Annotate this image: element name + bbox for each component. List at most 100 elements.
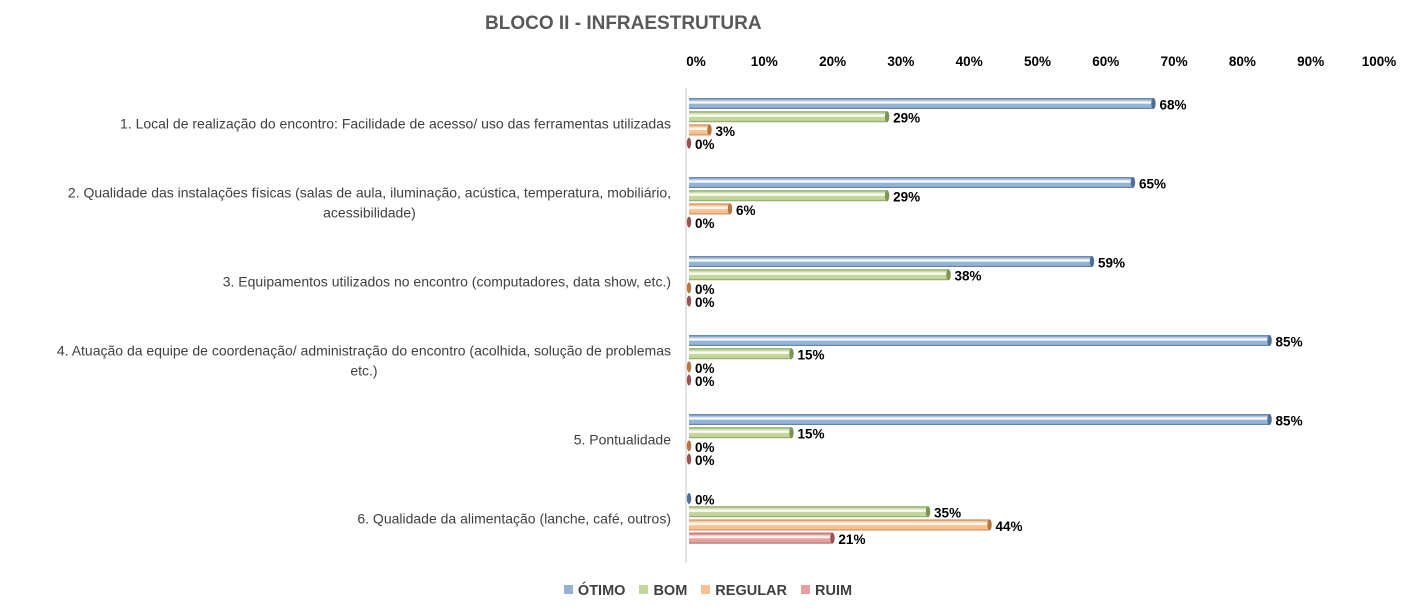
bar-ruim bbox=[689, 532, 833, 544]
data-label: 44% bbox=[996, 519, 1023, 534]
legend-label: ÓTIMO bbox=[577, 583, 626, 599]
category-label: 3. Equipamentos utilizados no encontro (… bbox=[223, 273, 671, 289]
data-label: 15% bbox=[797, 348, 824, 363]
x-tick-label: 60% bbox=[1092, 54, 1119, 69]
category-label: etc.) bbox=[350, 362, 377, 378]
data-label: 85% bbox=[1276, 414, 1303, 429]
legend-swatch bbox=[639, 585, 649, 594]
bar-end-cap bbox=[686, 216, 692, 228]
bar-end-cap bbox=[1130, 177, 1136, 188]
data-label: 0% bbox=[695, 493, 715, 508]
data-label: 65% bbox=[1139, 177, 1166, 192]
data-label: 21% bbox=[838, 532, 865, 547]
legend-label: BOM bbox=[653, 583, 688, 599]
data-label: 0% bbox=[695, 361, 715, 376]
data-label: 0% bbox=[695, 295, 715, 310]
bar-otimo bbox=[689, 177, 1133, 188]
x-tick-label: 20% bbox=[819, 54, 846, 69]
bar-end-cap bbox=[686, 361, 692, 373]
bar-end-cap bbox=[946, 269, 951, 281]
bar-regular bbox=[689, 519, 990, 531]
bar-bom bbox=[689, 506, 929, 518]
bar-end-cap bbox=[1089, 256, 1095, 267]
data-label: 68% bbox=[1159, 98, 1186, 113]
bar-end-cap bbox=[884, 111, 890, 123]
bar-bom bbox=[689, 190, 888, 202]
data-label: 38% bbox=[955, 269, 982, 284]
category-label: acessibilidade) bbox=[323, 204, 416, 220]
legend-item: RUIM bbox=[801, 583, 852, 599]
bar-end-cap bbox=[1267, 335, 1272, 346]
data-label: 29% bbox=[893, 111, 920, 126]
bar-regular bbox=[689, 124, 710, 136]
legend-item: ÓTIMO bbox=[563, 583, 626, 599]
category-label: 2. Qualidade das instalações físicas (sa… bbox=[68, 184, 671, 200]
bar-bom bbox=[689, 427, 792, 439]
data-label: 0% bbox=[695, 453, 715, 468]
category-labels: 1. Local de realização do encontro: Faci… bbox=[57, 115, 671, 526]
category-label: 4. Atuação da equipe de coordenação/ adm… bbox=[57, 342, 671, 358]
data-label: 29% bbox=[893, 190, 920, 205]
bar-bom bbox=[689, 111, 888, 123]
data-label: 0% bbox=[695, 216, 715, 231]
bar-end-cap bbox=[686, 282, 692, 294]
data-label: 35% bbox=[934, 506, 961, 521]
bar-end-cap bbox=[1267, 414, 1272, 425]
x-tick-label: 90% bbox=[1297, 54, 1324, 69]
bars bbox=[686, 98, 1272, 544]
bar-otimo bbox=[689, 98, 1154, 109]
data-label: 85% bbox=[1276, 335, 1303, 350]
x-tick-label: 100% bbox=[1362, 54, 1397, 69]
data-label: 0% bbox=[695, 440, 715, 455]
data-labels: 68%29%3%0%65%29%6%0%59%38%0%0%85%15%0%0%… bbox=[695, 98, 1303, 548]
category-label: 1. Local de realização do encontro: Faci… bbox=[120, 115, 671, 131]
bar-regular bbox=[689, 203, 730, 215]
bar-end-cap bbox=[830, 532, 835, 544]
bar-end-cap bbox=[1151, 98, 1156, 109]
category-label: 5. Pontualidade bbox=[574, 431, 672, 447]
bar-end-cap bbox=[925, 506, 931, 518]
bar-end-cap bbox=[686, 137, 692, 149]
data-label: 0% bbox=[695, 282, 715, 297]
bar-end-cap bbox=[884, 190, 890, 202]
bar-end-cap bbox=[987, 519, 992, 531]
bar-end-cap bbox=[686, 493, 692, 504]
legend-swatch bbox=[801, 585, 810, 594]
data-label: 15% bbox=[797, 427, 824, 442]
bar-bom bbox=[689, 269, 949, 281]
bar-end-cap bbox=[686, 440, 692, 452]
bar-end-cap bbox=[789, 427, 794, 439]
bar-end-cap bbox=[686, 374, 692, 386]
bar-otimo bbox=[689, 335, 1270, 346]
bar-otimo bbox=[689, 256, 1092, 267]
legend: ÓTIMO BOM REGULAR RUIM bbox=[0, 583, 1416, 599]
data-label: 0% bbox=[695, 137, 715, 152]
data-label: 0% bbox=[695, 374, 715, 389]
x-tick-label: 30% bbox=[887, 54, 914, 69]
legend-item: BOM bbox=[639, 583, 687, 599]
category-label: 6. Qualidade da alimentação (lanche, caf… bbox=[357, 510, 671, 526]
chart-title: BLOCO II - INFRAESTRUTURA bbox=[485, 13, 762, 34]
data-label: 3% bbox=[715, 124, 735, 139]
x-tick-label: 0% bbox=[686, 54, 706, 69]
bar-otimo bbox=[689, 414, 1270, 425]
x-tick-label: 70% bbox=[1161, 54, 1188, 69]
x-tick-label: 50% bbox=[1024, 54, 1051, 69]
legend-label: REGULAR bbox=[715, 583, 787, 599]
bar-end-cap bbox=[789, 348, 794, 360]
legend-label: RUIM bbox=[815, 583, 853, 599]
x-tick-label: 80% bbox=[1229, 54, 1256, 69]
data-label: 6% bbox=[736, 203, 756, 218]
bar-end-cap bbox=[727, 203, 733, 215]
x-axis-ticks: 0% 10% 20% 30% 40% 50% 60% 70% 80% 90% 100% bbox=[686, 54, 1396, 69]
bar-bom bbox=[689, 348, 792, 360]
bar-end-cap bbox=[707, 124, 712, 136]
bar-end-cap bbox=[686, 295, 692, 307]
x-tick-label: 40% bbox=[956, 54, 983, 69]
x-tick-label: 10% bbox=[751, 54, 778, 69]
data-label: 59% bbox=[1098, 256, 1125, 271]
legend-item: REGULAR bbox=[701, 583, 787, 599]
legend-swatch bbox=[563, 585, 573, 594]
bar-end-cap bbox=[686, 453, 692, 465]
